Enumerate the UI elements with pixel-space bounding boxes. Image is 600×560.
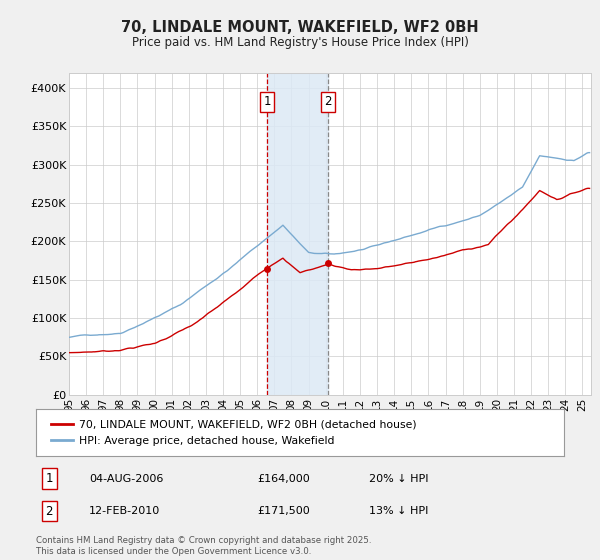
Text: Contains HM Land Registry data © Crown copyright and database right 2025.
This d: Contains HM Land Registry data © Crown c… xyxy=(36,536,371,556)
Text: 1: 1 xyxy=(46,472,53,485)
Text: Price paid vs. HM Land Registry's House Price Index (HPI): Price paid vs. HM Land Registry's House … xyxy=(131,36,469,49)
Text: 04-AUG-2006: 04-AUG-2006 xyxy=(89,474,163,484)
Text: 2: 2 xyxy=(324,95,332,108)
Text: £171,500: £171,500 xyxy=(258,506,311,516)
Text: £164,000: £164,000 xyxy=(258,474,311,484)
Text: 13% ↓ HPI: 13% ↓ HPI xyxy=(368,506,428,516)
Legend: 70, LINDALE MOUNT, WAKEFIELD, WF2 0BH (detached house), HPI: Average price, deta: 70, LINDALE MOUNT, WAKEFIELD, WF2 0BH (d… xyxy=(47,416,421,450)
Text: 1: 1 xyxy=(263,95,271,108)
Text: 12-FEB-2010: 12-FEB-2010 xyxy=(89,506,160,516)
Text: 20% ↓ HPI: 20% ↓ HPI xyxy=(368,474,428,484)
Text: 70, LINDALE MOUNT, WAKEFIELD, WF2 0BH: 70, LINDALE MOUNT, WAKEFIELD, WF2 0BH xyxy=(121,20,479,35)
Bar xyxy=(267,73,328,395)
Text: 2: 2 xyxy=(46,505,53,517)
